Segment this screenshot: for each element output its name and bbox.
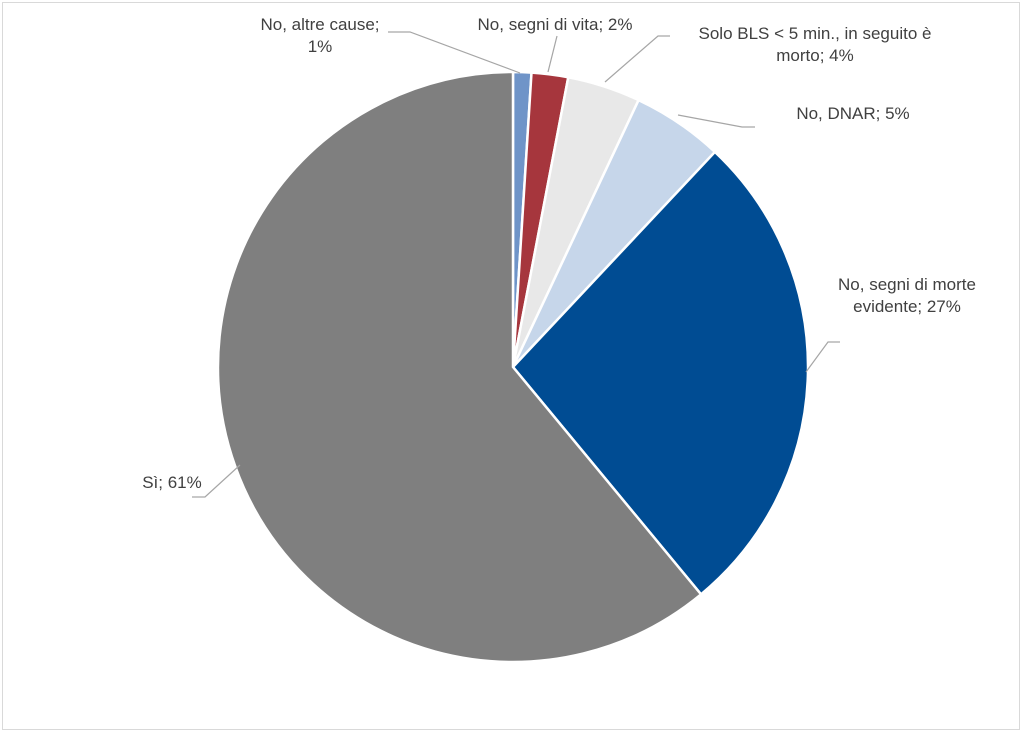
slice-label-5-line-0: Sì; 61% — [142, 473, 202, 492]
slice-label-4: No, segni di morte evidente; 27% — [838, 275, 976, 316]
leader-line-0 — [388, 31, 521, 74]
leader-line-1 — [547, 35, 558, 73]
slice-label-3: No, DNAR; 5% — [796, 104, 909, 123]
pie-slices — [216, 70, 810, 664]
leader-line-2 — [604, 35, 670, 83]
slice-label-2-line-0: Solo BLS < 5 min., in seguito è — [699, 24, 932, 43]
leader-line-3 — [677, 114, 755, 128]
slice-label-2-line-1: morto; 4% — [776, 46, 853, 65]
slice-label-0-line-1: 1% — [308, 37, 333, 56]
slice-label-1-line-0: No, segni di vita; 2% — [478, 15, 633, 34]
slice-label-4-line-0: No, segni di morte — [838, 275, 976, 294]
leader-line-4 — [805, 341, 840, 373]
slice-label-2: Solo BLS < 5 min., in seguito è morto; 4% — [699, 24, 932, 65]
slice-labels: No, altre cause; 1% No, segni di vita; 2% S… — [142, 15, 976, 492]
pie-slice-4 — [511, 150, 810, 597]
leader-lines — [192, 31, 840, 498]
slice-label-4-line-1: evidente; 27% — [853, 297, 961, 316]
slice-label-3-line-0: No, DNAR; 5% — [796, 104, 909, 123]
slice-label-0-line-0: No, altre cause; — [260, 15, 379, 34]
slice-label-1: No, segni di vita; 2% — [478, 15, 633, 34]
slice-label-5: Sì; 61% — [142, 473, 202, 492]
pie-slice-5 — [216, 70, 703, 664]
slice-label-0: No, altre cause; 1% — [260, 15, 379, 56]
leader-line-5 — [192, 464, 241, 498]
